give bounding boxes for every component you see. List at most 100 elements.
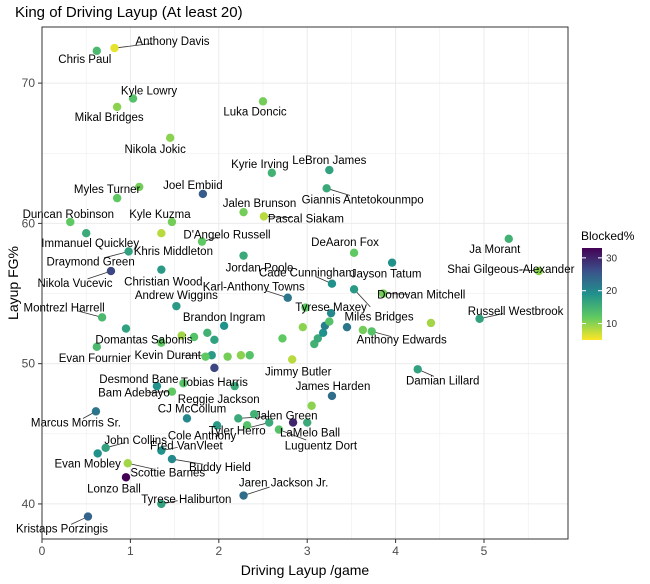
point-unlabeled-69 xyxy=(236,351,246,360)
point-jaren-jackson-jr xyxy=(239,491,248,500)
point-unlabeled-85 xyxy=(303,418,312,427)
point-lamelo-ball xyxy=(288,418,298,427)
label-d-angelo-russell: D'Angelo Russell xyxy=(183,230,270,242)
point-deaaron-fox xyxy=(349,248,359,258)
point-andrew-wiggins xyxy=(172,301,181,311)
label-scottie-barnes: Scottie Barnes xyxy=(130,467,205,479)
point-cj-mccollum xyxy=(182,414,192,423)
label-joel-embiid: Joel Embiid xyxy=(163,180,222,192)
point-unlabeled-81 xyxy=(301,303,310,312)
x-tick-label: 5 xyxy=(481,544,488,558)
point-james-harden xyxy=(327,391,337,401)
label-jaren-jackson-jr: Jaren Jackson Jr. xyxy=(239,478,328,490)
point-unlabeled-87 xyxy=(135,182,144,192)
point-unlabeled-68 xyxy=(223,352,232,361)
plot-background xyxy=(42,27,568,539)
label-khris-middleton: Khris Middleton xyxy=(134,246,213,258)
leader-jaren-jackson-jr xyxy=(243,486,270,496)
point-luguentz-dort xyxy=(274,425,284,434)
point-damian-lillard xyxy=(413,365,422,374)
point-john-collins xyxy=(101,443,110,453)
leader-scottie-barnes xyxy=(127,462,154,470)
legend-tick-label: 20 xyxy=(606,286,618,297)
point-myles-turner xyxy=(112,193,122,203)
label-kyrie-irving: Kyrie Irving xyxy=(231,159,289,171)
point-jordan-poole xyxy=(239,251,248,260)
point-unlabeled-86 xyxy=(179,379,188,388)
point-ja-morant xyxy=(504,234,513,244)
label-karl-anthony-towns: Karl-Anthony Towns xyxy=(203,282,305,294)
label-jalen-green: Jalen Green xyxy=(255,410,318,422)
label-myles-turner: Myles Turner xyxy=(74,184,141,196)
point-christian-wood xyxy=(157,265,166,274)
point-fred-vanvleet xyxy=(157,446,166,455)
legend-tick-label: 30 xyxy=(606,253,618,264)
label-evan-fournier: Evan Fournier xyxy=(59,353,131,365)
label-cj-mccollum: CJ McCollum xyxy=(158,403,226,415)
point-donovan-mitchell xyxy=(379,289,388,298)
label-luka-doncic: Luka Doncic xyxy=(223,106,287,118)
point-unlabeled-64 xyxy=(189,332,199,342)
y-tick-label: 50 xyxy=(22,357,36,371)
point-pascal-siakam xyxy=(259,212,269,221)
point-anthony-davis xyxy=(110,43,119,53)
label-bam-adebayo: Bam Adebayo xyxy=(98,388,170,400)
x-tick-label: 3 xyxy=(304,544,311,558)
x-tick-label: 2 xyxy=(215,544,222,558)
x-tick-label: 1 xyxy=(127,544,134,558)
point-draymond-green xyxy=(124,247,133,256)
label-domantas-sabonis: Domantas Sabonis xyxy=(95,335,192,347)
label-tyrese-maxey: Tyrese Maxey xyxy=(295,302,367,314)
point-joel-embiid xyxy=(198,189,208,199)
label-marcus-morris-sr: Marcus Morris Sr. xyxy=(31,417,121,429)
point-tyrese-maxey xyxy=(326,308,336,318)
point-unlabeled-70 xyxy=(245,351,254,360)
label-luguentz-dort: Luguentz Dort xyxy=(285,441,358,453)
point-unlabeled-65 xyxy=(203,328,212,337)
point-anthony-edwards xyxy=(367,327,376,336)
label-nikola-jokic: Nikola Jokic xyxy=(125,144,187,156)
point-kyle-kuzma xyxy=(167,217,177,227)
y-axis-title: Layup FG% xyxy=(5,246,21,320)
leader-pascal-siakam xyxy=(263,215,292,219)
label-buddy-hield: Buddy Hield xyxy=(189,462,251,474)
label-desmond-bane: Desmond Bane xyxy=(99,374,178,386)
point-unlabeled-67 xyxy=(201,352,210,361)
y-tick-label: 60 xyxy=(22,216,36,230)
point-unlabeled-80 xyxy=(426,318,436,328)
point-unlabeled-82 xyxy=(307,401,316,410)
label-john-collins: John Collins xyxy=(104,435,167,447)
axis-ticks: 0 1 2 3 4 5 40 50 60 70 xyxy=(22,76,488,558)
point-montrezl-harrell xyxy=(97,313,107,322)
point-miles-bridges xyxy=(349,285,359,294)
point-jalen-brunson xyxy=(239,207,248,217)
leader-luguentz-dort xyxy=(278,429,307,441)
point-immanuel-quickley xyxy=(82,229,91,238)
label-miles-bridges: Miles Bridges xyxy=(345,311,414,323)
point-kyle-lowry xyxy=(128,94,138,103)
label-lebron-james: LeBron James xyxy=(292,155,366,167)
label-damian-lillard: Damian Lillard xyxy=(406,375,480,387)
label-ja-morant: Ja Morant xyxy=(469,244,521,256)
label-tobias-harris: Tobias Harris xyxy=(181,377,248,389)
label-tyler-herro: Tyler Herro xyxy=(209,426,266,438)
label-christian-wood: Christian Wood xyxy=(124,277,202,289)
grid-lines xyxy=(41,27,568,539)
point-evan-mobley xyxy=(93,449,102,458)
label-lamelo-ball: LaMelo Ball xyxy=(280,428,340,440)
point-nikola-jokic xyxy=(165,133,175,143)
legend-tick-label: 10 xyxy=(606,319,618,330)
y-tick-label: 70 xyxy=(22,76,36,90)
point-scottie-barnes xyxy=(123,459,132,468)
label-montrezl-harrell: Montrezl Harrell xyxy=(24,302,105,314)
label-kristaps-porzingis: Kristaps Porzingis xyxy=(16,524,108,536)
point-unlabeled-84 xyxy=(242,421,252,430)
chart-title: King of Driving Layup (At least 20) xyxy=(15,4,243,21)
legend-colorbar xyxy=(582,248,602,340)
point-kyrie-irving xyxy=(267,168,277,178)
legend-ticks: 10 20 30 xyxy=(582,253,618,330)
label-fred-vanvleet: Fred VanVleet xyxy=(150,441,223,453)
point-mikal-bridges xyxy=(112,102,122,112)
point-tyler-herro xyxy=(264,418,274,427)
leader-montrezl-harrell xyxy=(77,310,103,318)
